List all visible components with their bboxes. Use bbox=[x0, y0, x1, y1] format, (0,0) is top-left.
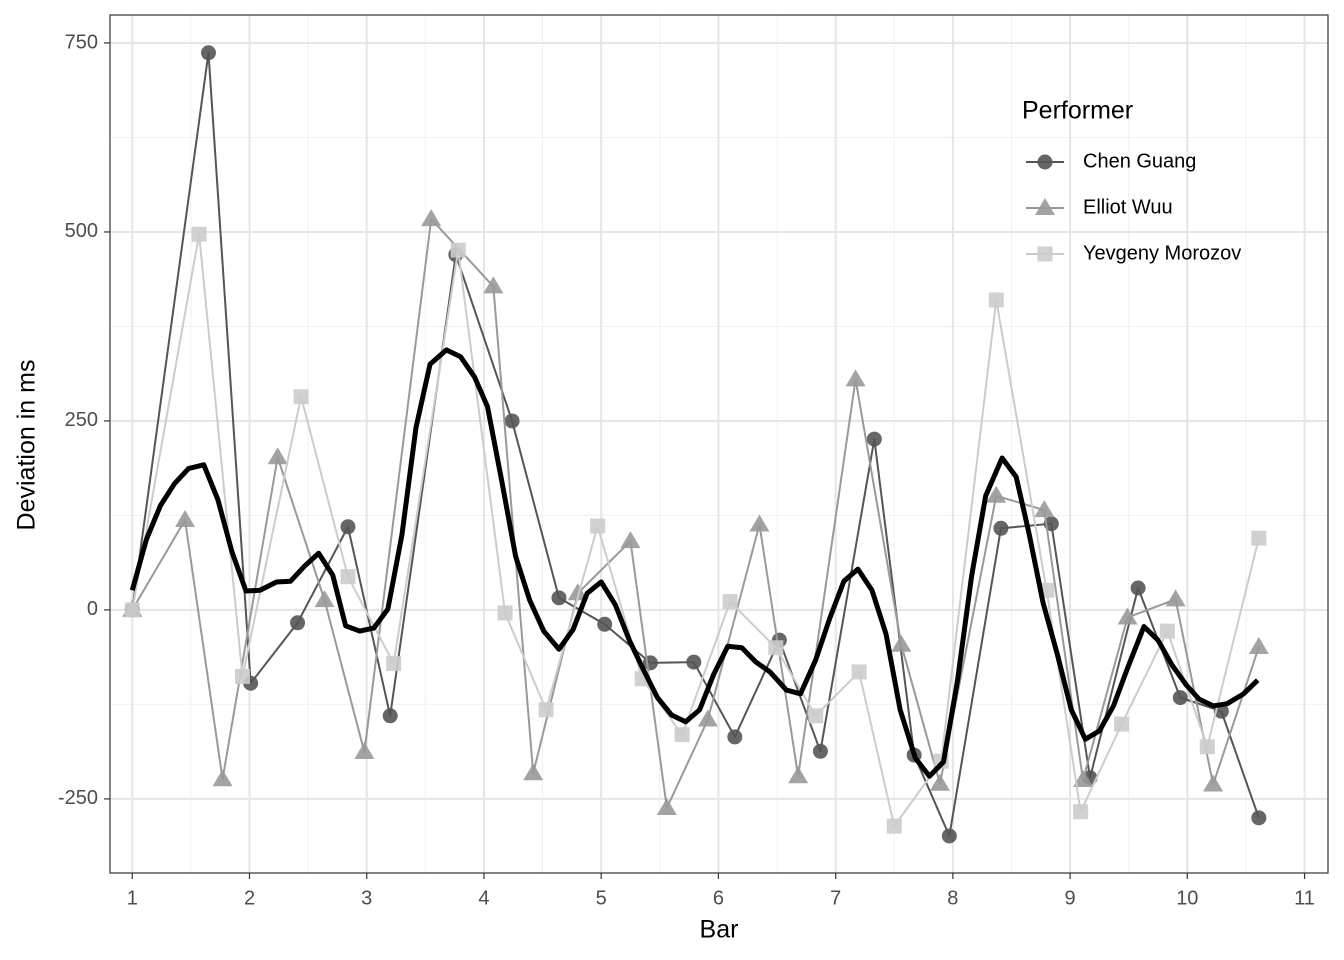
x-tick-label: 6 bbox=[713, 887, 724, 909]
point bbox=[620, 531, 641, 549]
x-tick-label: 5 bbox=[596, 887, 607, 909]
x-tick-label: 7 bbox=[830, 887, 841, 909]
point bbox=[340, 569, 356, 585]
point bbox=[1114, 716, 1130, 732]
point bbox=[727, 729, 743, 745]
point bbox=[450, 242, 466, 258]
point bbox=[175, 509, 196, 527]
point bbox=[1203, 774, 1224, 792]
x-tick-label: 8 bbox=[947, 887, 958, 909]
point bbox=[483, 276, 504, 294]
point bbox=[812, 743, 828, 759]
point bbox=[382, 708, 398, 724]
legend-label: Yevgeny Morozov bbox=[1083, 242, 1241, 264]
point bbox=[845, 369, 866, 387]
point bbox=[891, 634, 912, 652]
point bbox=[1117, 607, 1138, 625]
y-tick-label: 0 bbox=[87, 598, 98, 620]
point bbox=[749, 514, 770, 532]
point bbox=[340, 519, 356, 535]
point bbox=[354, 742, 375, 760]
point bbox=[1199, 739, 1215, 755]
point bbox=[293, 389, 309, 405]
x-tick-label: 4 bbox=[478, 887, 489, 909]
point bbox=[1034, 500, 1055, 518]
point bbox=[674, 727, 690, 743]
point bbox=[722, 594, 738, 610]
point bbox=[234, 668, 250, 684]
point bbox=[808, 708, 824, 724]
point bbox=[988, 292, 1004, 308]
point bbox=[590, 518, 606, 534]
y-tick-label: 750 bbox=[65, 31, 98, 53]
point bbox=[267, 447, 288, 465]
point bbox=[1072, 770, 1093, 788]
point bbox=[421, 209, 442, 227]
point bbox=[686, 654, 702, 670]
point bbox=[993, 520, 1009, 536]
point bbox=[200, 45, 216, 61]
y-tick-label: 500 bbox=[65, 220, 98, 242]
x-tick-label: 11 bbox=[1294, 887, 1315, 909]
point bbox=[1172, 690, 1188, 706]
point bbox=[1130, 580, 1146, 596]
point bbox=[314, 590, 335, 608]
point bbox=[1159, 623, 1175, 639]
point bbox=[697, 709, 718, 727]
y-tick-label: 250 bbox=[65, 409, 98, 431]
marks bbox=[122, 45, 1269, 844]
legend-key-marker bbox=[1035, 198, 1055, 215]
point bbox=[788, 766, 809, 784]
point bbox=[551, 590, 567, 606]
point bbox=[191, 226, 207, 242]
point bbox=[1251, 810, 1267, 826]
point bbox=[523, 763, 544, 781]
grid bbox=[110, 15, 1328, 873]
x-tick-label: 1 bbox=[127, 887, 138, 909]
legend-title: Performer bbox=[1022, 97, 1133, 125]
point bbox=[866, 431, 882, 447]
point bbox=[567, 583, 588, 601]
point bbox=[851, 664, 867, 680]
point bbox=[886, 818, 902, 834]
legend-label: Chen Guang bbox=[1083, 150, 1196, 172]
point bbox=[1165, 589, 1186, 607]
point bbox=[1073, 804, 1089, 820]
point bbox=[929, 773, 950, 791]
legend: Chen Guang Elliot Wuu Yevgeny Morozov bbox=[1026, 150, 1241, 264]
point bbox=[290, 615, 306, 631]
legend-label: Elliot Wuu bbox=[1083, 196, 1173, 218]
point bbox=[768, 640, 784, 656]
point bbox=[504, 413, 520, 429]
point bbox=[538, 702, 554, 718]
legend-key-marker bbox=[1037, 246, 1053, 262]
point bbox=[212, 769, 233, 787]
smooth-line bbox=[129, 347, 1260, 779]
x-tick-label: 2 bbox=[244, 887, 255, 909]
legend-key-marker bbox=[1037, 154, 1053, 170]
point bbox=[497, 605, 513, 621]
x-tick-label: 10 bbox=[1176, 887, 1198, 909]
y-tick-label: -250 bbox=[58, 787, 98, 809]
point bbox=[124, 602, 140, 618]
point bbox=[1251, 530, 1267, 546]
y-axis-label: Deviation in ms bbox=[13, 360, 41, 531]
point bbox=[597, 616, 613, 632]
x-axis-label: Bar bbox=[700, 916, 739, 944]
point bbox=[1248, 636, 1269, 654]
x-tick-label: 3 bbox=[361, 887, 372, 909]
x-tick-label: 9 bbox=[1065, 887, 1076, 909]
point bbox=[386, 656, 402, 672]
point bbox=[941, 828, 957, 844]
point bbox=[986, 485, 1007, 503]
point bbox=[656, 797, 677, 815]
